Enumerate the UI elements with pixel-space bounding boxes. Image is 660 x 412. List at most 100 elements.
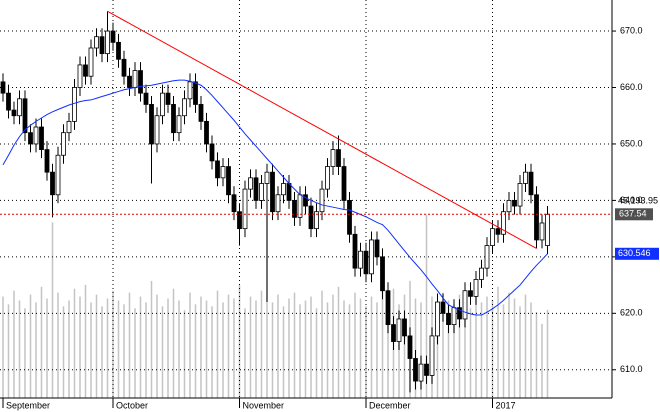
- volume-bar: [513, 298, 516, 398]
- volume-bar: [475, 290, 477, 398]
- candle-body: [242, 188, 248, 230]
- volume-bar: [376, 302, 378, 398]
- y-tick-label: 610.0: [620, 364, 643, 374]
- candle-body: [512, 200, 517, 207]
- candle-body: [308, 205, 314, 230]
- volume-bar: [508, 292, 510, 398]
- candle-body: [17, 98, 22, 117]
- candle-body: [253, 177, 259, 201]
- candle-body: [33, 126, 39, 145]
- volume-bar: [420, 302, 422, 398]
- candle-body: [61, 132, 66, 156]
- volume-bar: [458, 294, 461, 398]
- y-tick-label: 650.0: [620, 138, 643, 148]
- candle-body: [116, 41, 121, 60]
- candle-body: [270, 171, 275, 213]
- candle-body: [154, 115, 160, 145]
- volume-bar: [299, 304, 301, 398]
- volume-bar: [535, 312, 538, 398]
- candle-body: [446, 312, 451, 326]
- candle-body: [539, 222, 545, 241]
- volume-bar: [222, 302, 224, 398]
- volume-bar: [293, 292, 296, 398]
- candle-body: [231, 194, 237, 213]
- candle-body: [264, 171, 270, 184]
- candle-body: [220, 166, 226, 179]
- volume-bar: [442, 292, 444, 398]
- volume-bar: [414, 298, 417, 398]
- candle-body: [11, 109, 17, 117]
- candle-body: [369, 239, 374, 275]
- candle-body: [44, 149, 50, 173]
- y-tick-label: 620.0: [620, 308, 643, 318]
- volume-bar: [73, 288, 76, 398]
- volume-bar: [244, 308, 246, 398]
- candle-body: [391, 324, 396, 342]
- candle-body: [39, 126, 44, 151]
- volume-bar: [40, 286, 43, 398]
- volume-bar: [134, 308, 136, 398]
- volume-bar: [117, 300, 120, 398]
- candle-body: [468, 290, 473, 297]
- volume-bar: [332, 294, 334, 398]
- candle-body: [121, 58, 127, 77]
- volume-bar: [189, 292, 191, 398]
- volume-bar: [315, 308, 318, 398]
- ma-tag: [615, 247, 659, 260]
- x-tick-label: September: [6, 400, 50, 410]
- candle-body: [105, 30, 110, 55]
- volume-bar: [7, 304, 10, 398]
- trendline: [107, 10, 537, 249]
- candle-body: [292, 200, 297, 218]
- candle-body: [171, 104, 176, 134]
- candle-body: [314, 211, 319, 230]
- volume-bar: [403, 294, 406, 398]
- close-tag: [615, 208, 653, 221]
- volume-bar: [2, 296, 4, 398]
- volume-bar: [205, 300, 208, 398]
- candle-body: [523, 171, 528, 184]
- volume-bar: [387, 300, 389, 398]
- volume-last-label: 45,193.95: [618, 196, 658, 206]
- volume-bar: [249, 296, 252, 398]
- volume-bar: [79, 296, 81, 398]
- volume-bar: [524, 294, 527, 398]
- volume-bar: [57, 292, 59, 398]
- volume-bar: [447, 300, 450, 398]
- volume-bar: [24, 308, 26, 398]
- volume-bar: [128, 292, 131, 398]
- candle-body: [215, 160, 220, 179]
- candle-body: [138, 70, 143, 94]
- candle-body: [402, 318, 407, 337]
- candle-body: [209, 143, 215, 162]
- volume-bar: [68, 300, 70, 398]
- volume-bar: [469, 308, 472, 398]
- moving-average: [2, 79, 548, 316]
- volume-bar: [255, 300, 257, 398]
- volume-bar: [95, 294, 98, 398]
- candle-body: [407, 335, 413, 359]
- candle-body: [72, 87, 77, 122]
- candle-body: [110, 30, 116, 43]
- candle-body: [440, 301, 446, 314]
- x-tick-label: 2017: [496, 400, 516, 410]
- volume-bar: [541, 323, 543, 398]
- candle-body: [66, 120, 72, 134]
- candle-body: [160, 92, 165, 117]
- candle-body: [248, 177, 253, 190]
- volume-bar: [13, 290, 15, 398]
- candle-body: [462, 290, 468, 320]
- candle-body: [193, 81, 198, 105]
- volume-bar: [62, 306, 65, 398]
- x-tick-label: November: [243, 400, 285, 410]
- close-tag-label: 637.54: [619, 209, 647, 219]
- candle-body: [204, 120, 209, 145]
- candle-body: [187, 81, 193, 100]
- candle-body: [237, 211, 242, 230]
- candle-body: [127, 75, 132, 88]
- volume-bar: [348, 304, 351, 398]
- volume-bar: [123, 304, 125, 398]
- candle-body: [352, 233, 358, 269]
- candle-body: [435, 301, 440, 337]
- candle-body: [83, 64, 88, 77]
